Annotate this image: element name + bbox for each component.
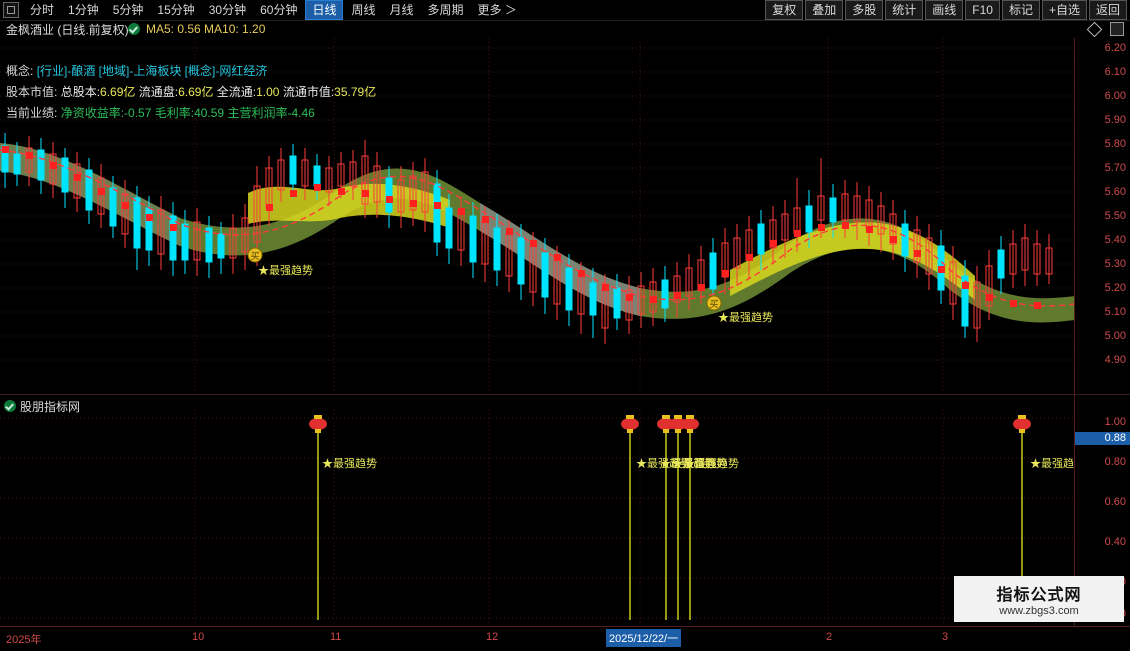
- svg-text:买: 买: [709, 299, 718, 309]
- main-chart-svg: 买 买: [0, 38, 1075, 393]
- stock-info-bar: 金枫酒业 (日线.前复权) MA5: 0.56 MA10: 1.20: [0, 20, 1130, 38]
- annotation-sub-4: ★最强趋势: [672, 458, 727, 470]
- price-tick-1: 6.10: [1104, 66, 1126, 78]
- date-axis[interactable]: 2025年 10 11 12 2025/12/22/一 2 3: [0, 626, 1130, 651]
- star-icon: ★: [718, 312, 729, 324]
- ma-dashed-line: [0, 149, 1075, 307]
- period-weekly[interactable]: 周线: [351, 3, 376, 17]
- button-tongji[interactable]: 统计: [885, 0, 924, 20]
- star-icon: ★: [636, 458, 647, 470]
- star-icon: ★: [660, 458, 671, 470]
- svg-text:买: 买: [250, 251, 259, 261]
- period-fenshi[interactable]: 分时: [30, 3, 55, 17]
- pane-divider: [0, 394, 1130, 411]
- top-toolbar: 分时 1分钟 5分钟 15分钟 30分钟 60分钟 日线 周线 月线 多周期 更…: [0, 0, 1130, 21]
- signal-bars: [317, 424, 1023, 620]
- sub-tick-1: 0.80: [1104, 456, 1126, 468]
- sub-tick-0: 1.00: [1104, 416, 1126, 428]
- performance-line: 当前业绩: 净资收益率:-0.57 毛利率:40.59 主营利润率-4.46: [6, 106, 315, 120]
- button-f10[interactable]: F10: [965, 0, 1000, 20]
- price-tick-0: 6.20: [1104, 42, 1126, 54]
- capital-line: 股本市值: 总股本:6.69亿 流通盘:6.69亿 全流通:1.00 流通市值:…: [6, 85, 377, 99]
- price-tick-9: 5.30: [1104, 258, 1126, 270]
- annotation-sub-6: ★最强趋: [1030, 458, 1074, 470]
- stock-title: 金枫酒业 (日线.前复权): [6, 23, 129, 37]
- date-tick-5: 3: [942, 631, 949, 643]
- current-value-badge: 0.88: [1075, 432, 1130, 445]
- button-add-favorite[interactable]: +自选: [1041, 0, 1087, 20]
- concept-line: 概念: [行业]-酿酒 [地域]-上海板块 [概念]-网红经济: [6, 64, 268, 78]
- sub-check-circle-icon: [4, 400, 16, 412]
- price-tick-12: 5.00: [1104, 330, 1126, 342]
- period-60min[interactable]: 60分钟: [260, 3, 298, 17]
- button-huaxian[interactable]: 画线: [925, 0, 964, 20]
- annotation-sub-5: ★最强趋势: [684, 458, 739, 470]
- trend-band-yellow-1: [248, 183, 450, 228]
- menu-icon[interactable]: [3, 2, 19, 18]
- price-tick-10: 5.20: [1104, 282, 1126, 294]
- ma-square-markers: [2, 146, 1041, 309]
- main-chart-pane[interactable]: 买 买: [0, 38, 1075, 393]
- buy-signal-marker-1: 买: [247, 247, 263, 263]
- price-tick-3: 5.90: [1104, 114, 1126, 126]
- signal-lantern-icons: [309, 415, 1031, 433]
- indicator-pane[interactable]: [0, 410, 1075, 625]
- watermark-url: www.zbgs3.com: [999, 605, 1079, 617]
- price-tick-8: 5.40: [1104, 234, 1126, 246]
- ma-values: MA5: 0.56 MA10: 1.20: [146, 22, 266, 36]
- button-fuquan[interactable]: 复权: [765, 0, 804, 20]
- star-icon: ★: [672, 458, 683, 470]
- star-icon: ★: [1030, 458, 1041, 470]
- sub-tick-3: 0.40: [1104, 536, 1126, 548]
- date-tick-4: 2: [826, 631, 833, 643]
- period-5min[interactable]: 5分钟: [112, 3, 144, 17]
- price-tick-5: 5.70: [1104, 162, 1126, 174]
- period-1min[interactable]: 1分钟: [68, 3, 99, 17]
- diamond-icon[interactable]: [1086, 21, 1103, 37]
- price-tick-11: 5.10: [1104, 306, 1126, 318]
- check-circle-icon: [128, 23, 140, 35]
- price-tick-4: 5.80: [1104, 138, 1126, 150]
- watermark: 指标公式网 www.zbgs3.com: [954, 576, 1124, 622]
- sub-tick-2: 0.60: [1104, 496, 1126, 508]
- annotation-main-2: ★最强趋势: [718, 312, 773, 324]
- annotation-main-1: ★最强趋势: [258, 265, 313, 277]
- period-30min[interactable]: 30分钟: [208, 3, 247, 17]
- star-icon: ★: [684, 458, 695, 470]
- period-daily[interactable]: 日线: [305, 0, 344, 20]
- price-tick-6: 5.60: [1104, 186, 1126, 198]
- price-tick-13: 4.90: [1104, 354, 1126, 366]
- watermark-title: 指标公式网: [996, 587, 1082, 604]
- period-toolbar: 分时 1分钟 5分钟 15分钟 30分钟 60分钟 日线 周线 月线 多周期 更…: [0, 0, 524, 20]
- price-tick-7: 5.50: [1104, 210, 1126, 222]
- annotation-sub-2: ★最强趋势: [636, 458, 691, 470]
- button-diejia[interactable]: 叠加: [805, 0, 844, 20]
- indicator-svg: [0, 410, 1075, 625]
- date-tick-3: 12: [486, 631, 499, 643]
- button-biaoji[interactable]: 标记: [1001, 0, 1040, 20]
- action-toolbar: 复权 叠加 多股 统计 画线 F10 标记 +自选 返回: [764, 0, 1128, 20]
- annotation-sub-3: ★最强趋势: [660, 458, 715, 470]
- annotation-sub-1: ★最强趋势: [322, 458, 377, 470]
- price-tick-2: 6.00: [1104, 90, 1126, 102]
- date-tick-0: 2025年: [6, 634, 42, 646]
- period-more[interactable]: 更多 ＞: [477, 3, 517, 17]
- buy-signal-marker-2: 买: [706, 295, 722, 311]
- date-tick-2: 11: [330, 631, 342, 643]
- star-icon: ★: [258, 265, 269, 277]
- sub-panel-title: 股朋指标网: [20, 400, 81, 414]
- date-highlight-badge: 2025/12/22/一: [606, 629, 682, 647]
- button-return[interactable]: 返回: [1088, 0, 1127, 20]
- price-axis[interactable]: 6.20 6.10 6.00 5.90 5.80 5.70 5.60 5.50 …: [1074, 38, 1130, 625]
- header-icons: [1086, 21, 1124, 37]
- button-duogu[interactable]: 多股: [845, 0, 884, 20]
- period-monthly[interactable]: 月线: [389, 3, 414, 17]
- period-multi[interactable]: 多周期: [427, 3, 464, 17]
- star-icon: ★: [322, 458, 333, 470]
- panel-toggle-icon[interactable]: [1110, 22, 1124, 36]
- period-15min[interactable]: 15分钟: [157, 3, 195, 17]
- date-tick-1: 10: [192, 631, 205, 643]
